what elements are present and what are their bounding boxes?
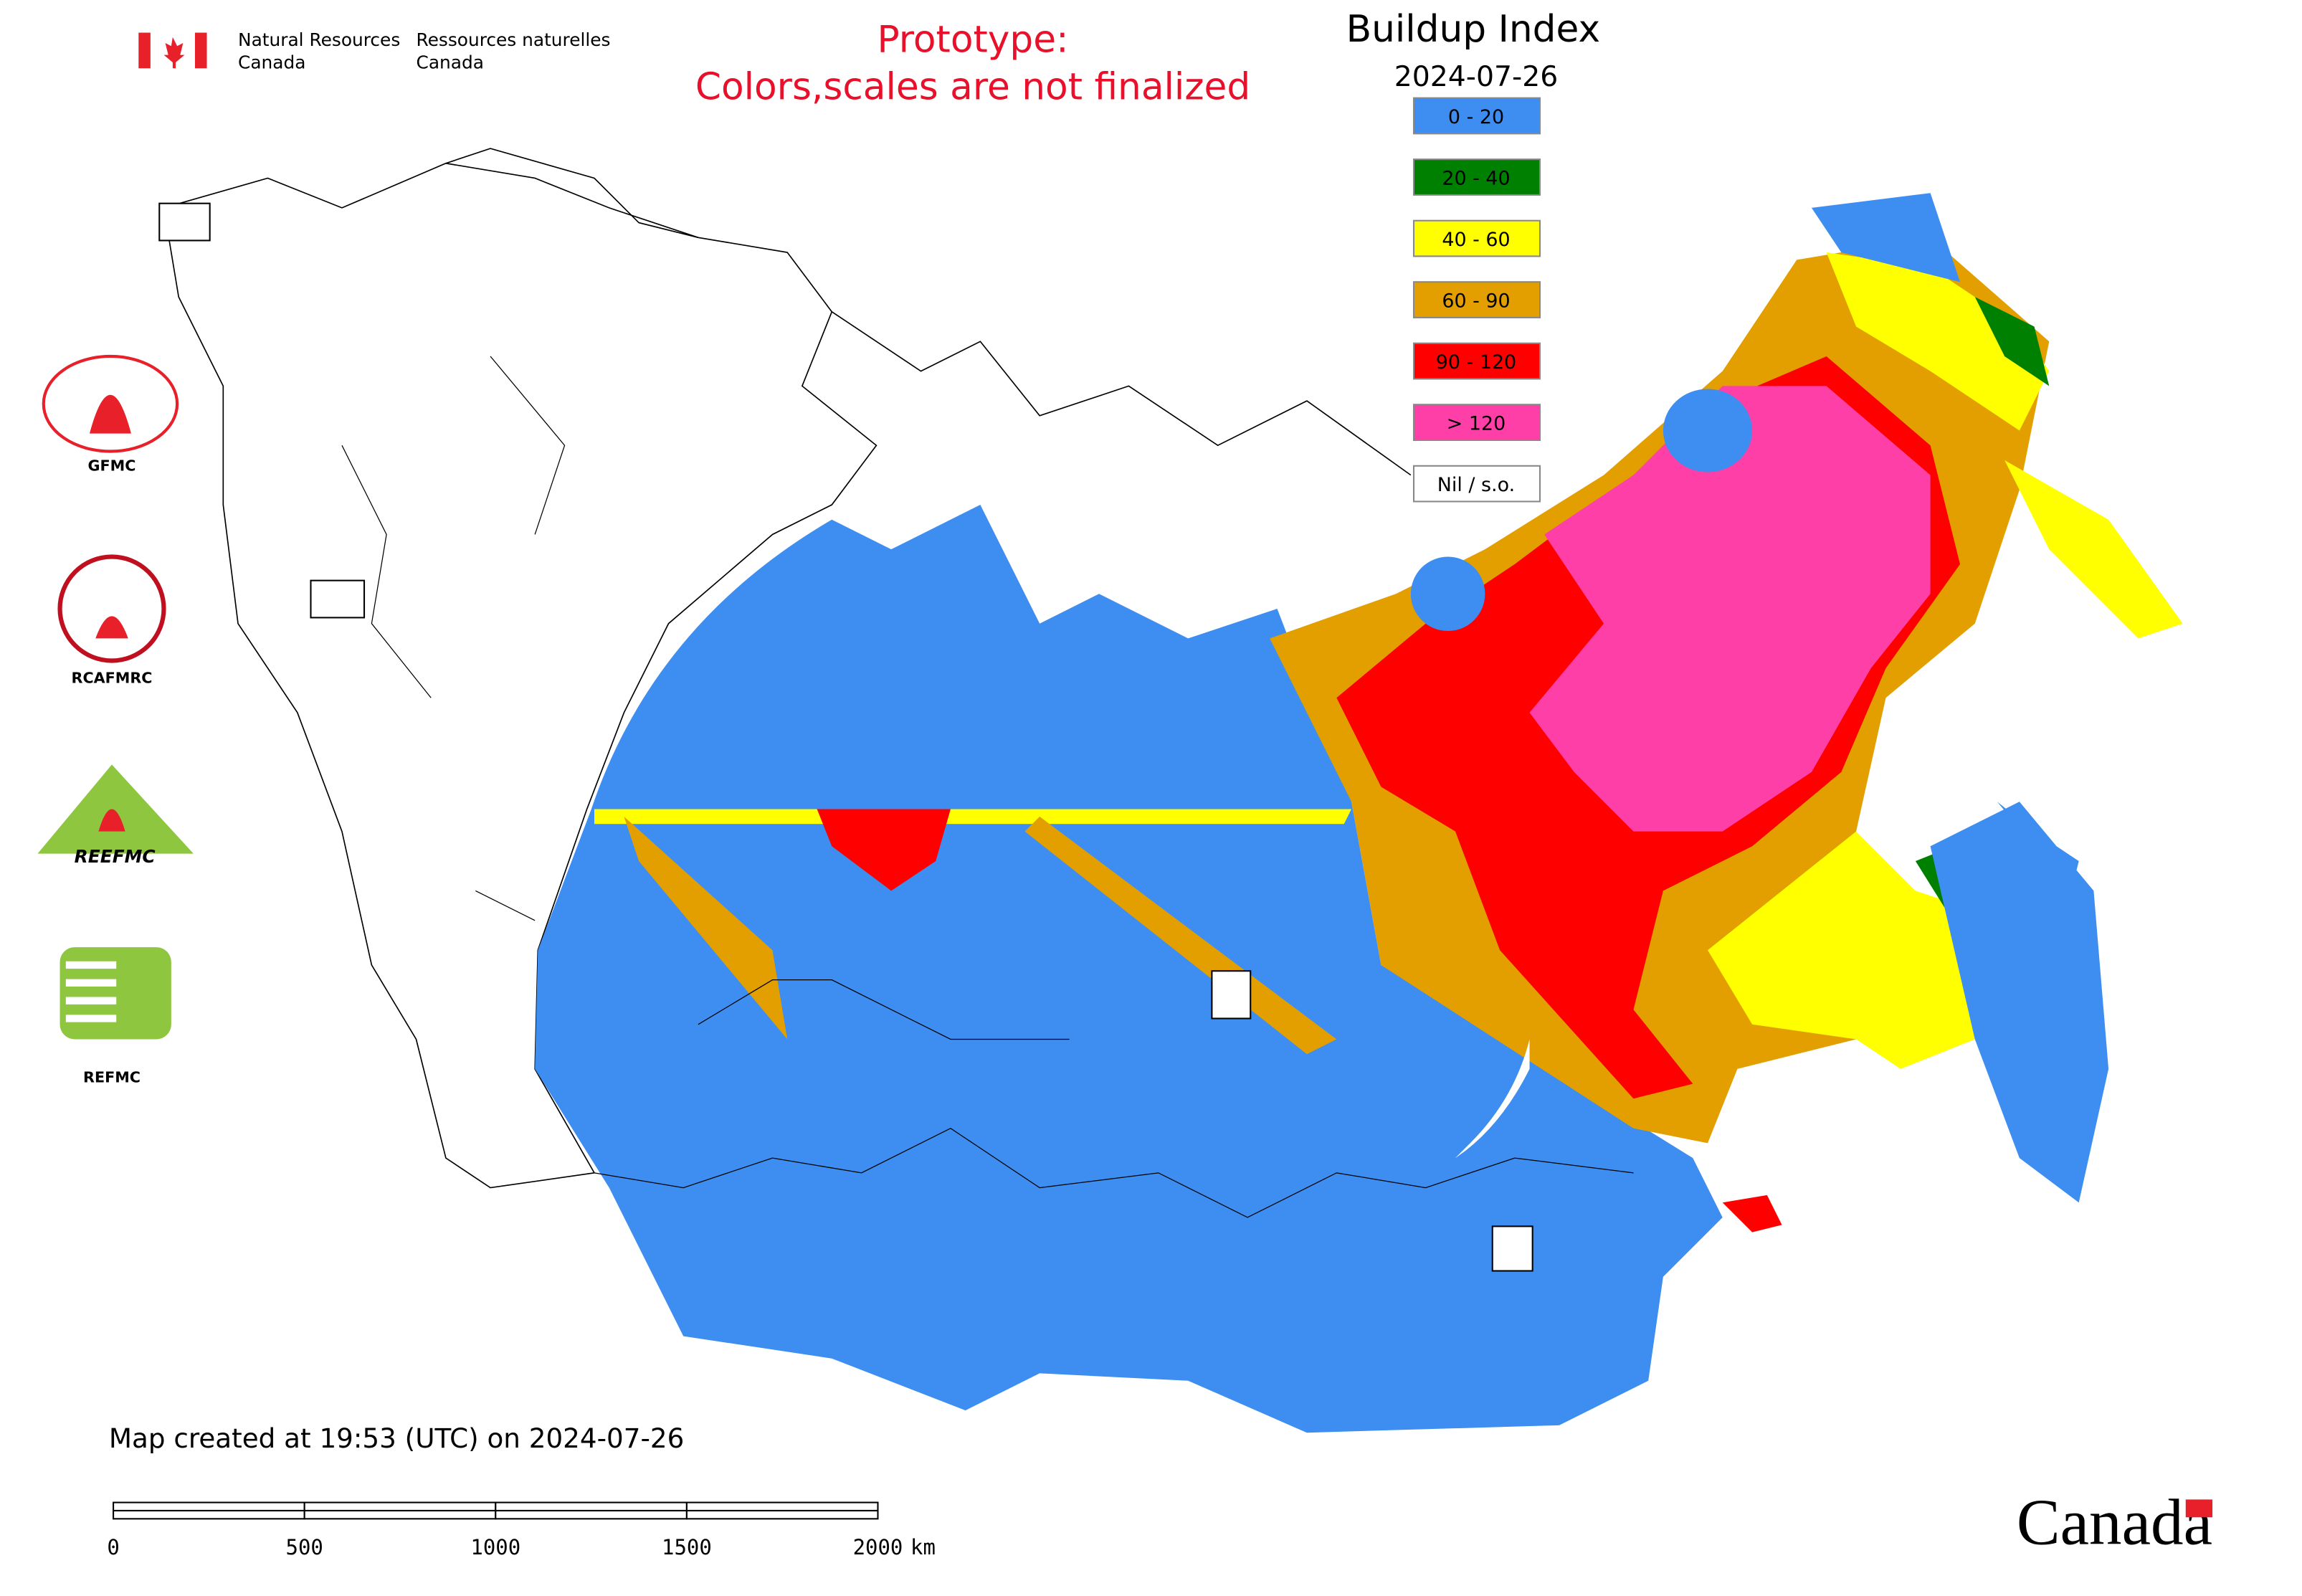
legend-label: 20 - 40 [1442, 167, 1510, 189]
logo-emblem [98, 809, 125, 832]
notice: Prototype: [877, 18, 1068, 61]
agency-name: Natural Resources [238, 29, 400, 50]
map-credit: Map created at 19:53 (UTC) on 2024-07-26 [109, 1422, 684, 1454]
scale-label: 1000 [470, 1535, 520, 1559]
legend-label: 0 - 20 [1448, 106, 1504, 128]
logo-emblem [42, 354, 179, 453]
coast-outline [445, 148, 1412, 476]
map-date: 2024-07-26 [1394, 60, 1559, 93]
index-regions [535, 193, 2183, 1433]
region [1722, 1194, 1782, 1232]
scale-label: 1500 [662, 1535, 712, 1559]
region [594, 809, 1352, 825]
logo-marker [1491, 1225, 1533, 1272]
legend-label: 60 - 90 [1442, 290, 1510, 312]
agency-name: Ressources naturelles [417, 29, 611, 50]
legend-swatch [1412, 281, 1541, 318]
legend-label: Nil / s.o. [1437, 474, 1515, 496]
legend-swatch [1412, 404, 1541, 441]
agency-name: Canada [238, 52, 305, 72]
logo-marker [158, 202, 211, 242]
region [535, 505, 1723, 1433]
legend-label: > 120 [1447, 412, 1506, 434]
scale-label: 2000 [853, 1535, 903, 1559]
region [817, 809, 951, 891]
wordmark-flag [2185, 1499, 2213, 1518]
logo-label: RCAFMRC [72, 670, 153, 687]
legend-swatch [1412, 97, 1541, 135]
agency-name: Canada [417, 52, 484, 72]
maple-leaf [163, 37, 185, 69]
region [1708, 252, 2183, 1069]
scale-label: 0 [107, 1535, 119, 1559]
logo-label: REFMC [83, 1069, 141, 1086]
notice: Colors,scales are not finalized [695, 66, 1250, 109]
logo-emblem [37, 764, 194, 854]
region [1529, 386, 1931, 832]
canada-wordmark: Canada [2017, 1486, 2212, 1559]
legend-swatch [1412, 342, 1541, 380]
border-outline [594, 979, 1634, 1218]
scale-label: 500 [286, 1535, 323, 1559]
flag-bar [194, 32, 207, 69]
logo-emblem [65, 961, 117, 1022]
logo-emblem [89, 394, 131, 434]
scale-bar: 0 500 1000 1500 2000 km [107, 1501, 936, 1559]
logo-marker [1211, 970, 1252, 1020]
legend-swatch [1412, 219, 1541, 257]
legend: 0 - 20 20 - 40 40 - 60 60 - 90 90 - 120 > 120… [1412, 97, 1541, 503]
logo-label: REEFMC [75, 846, 156, 867]
logo-marker [310, 579, 366, 619]
logo-emblem [60, 947, 171, 1040]
country-outline [163, 162, 877, 1189]
region [1410, 193, 2109, 1203]
partner-logos: GFMC RCAFMRC REEFMC REFMC [37, 202, 1533, 1272]
map-title: Buildup Index [1346, 8, 1600, 51]
logo-label: GFMC [88, 457, 136, 474]
logo-emblem [57, 554, 166, 663]
legend-swatch [1412, 465, 1541, 503]
agency-header: Natural Resources Canada Ressources natu… [138, 29, 611, 72]
logo-emblem [95, 616, 128, 639]
region [624, 816, 1337, 1055]
legend-swatch [1412, 158, 1541, 196]
legend-label: 90 - 120 [1436, 351, 1516, 374]
border-outline [341, 356, 566, 921]
legend-label: 40 - 60 [1442, 229, 1510, 251]
flag-bar [138, 32, 151, 69]
scale-unit: km [910, 1535, 936, 1559]
